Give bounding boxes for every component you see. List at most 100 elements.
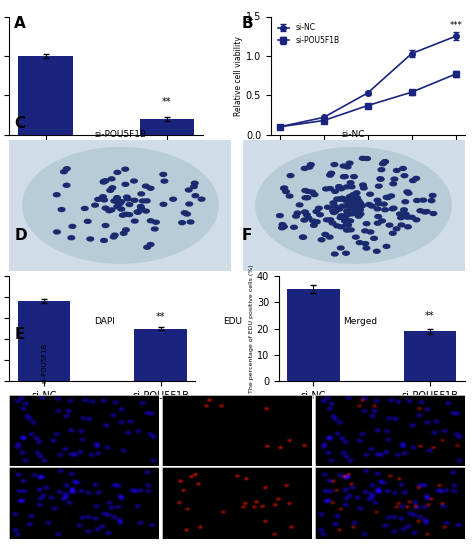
Circle shape bbox=[95, 197, 101, 201]
Circle shape bbox=[357, 208, 364, 212]
Circle shape bbox=[421, 210, 428, 214]
Circle shape bbox=[342, 219, 348, 223]
Circle shape bbox=[325, 205, 331, 209]
Circle shape bbox=[402, 200, 409, 204]
Circle shape bbox=[398, 223, 405, 227]
Circle shape bbox=[363, 222, 370, 225]
Text: si-POU5F1B: si-POU5F1B bbox=[42, 343, 48, 383]
Circle shape bbox=[153, 220, 159, 224]
Circle shape bbox=[356, 241, 363, 245]
Circle shape bbox=[350, 205, 356, 210]
Circle shape bbox=[276, 213, 283, 218]
Circle shape bbox=[114, 199, 121, 203]
Circle shape bbox=[362, 229, 368, 233]
Text: DAPI: DAPI bbox=[94, 317, 115, 326]
Circle shape bbox=[386, 223, 393, 227]
Circle shape bbox=[303, 213, 310, 217]
Circle shape bbox=[400, 167, 406, 170]
Title: si-POU5F1B: si-POU5F1B bbox=[94, 130, 146, 139]
Circle shape bbox=[353, 235, 359, 239]
Circle shape bbox=[110, 235, 117, 239]
Circle shape bbox=[347, 200, 354, 204]
Circle shape bbox=[111, 199, 118, 203]
Text: **: ** bbox=[425, 311, 435, 321]
Circle shape bbox=[383, 195, 390, 199]
Circle shape bbox=[350, 204, 357, 208]
Circle shape bbox=[357, 201, 364, 205]
Circle shape bbox=[296, 203, 303, 207]
Circle shape bbox=[283, 190, 289, 194]
Circle shape bbox=[347, 181, 354, 185]
Text: A: A bbox=[14, 16, 26, 31]
Circle shape bbox=[374, 249, 380, 253]
Circle shape bbox=[401, 208, 407, 212]
Circle shape bbox=[332, 189, 338, 194]
Circle shape bbox=[347, 228, 354, 232]
Circle shape bbox=[339, 204, 346, 208]
Circle shape bbox=[54, 192, 60, 197]
Circle shape bbox=[87, 237, 93, 241]
Circle shape bbox=[122, 183, 129, 186]
Circle shape bbox=[364, 157, 370, 161]
Circle shape bbox=[305, 216, 312, 220]
Circle shape bbox=[381, 202, 387, 206]
Circle shape bbox=[182, 211, 188, 214]
Circle shape bbox=[382, 208, 388, 212]
Circle shape bbox=[109, 186, 116, 190]
Circle shape bbox=[337, 186, 343, 190]
Circle shape bbox=[349, 204, 356, 208]
Circle shape bbox=[357, 201, 364, 206]
Circle shape bbox=[351, 175, 357, 179]
Circle shape bbox=[311, 192, 318, 196]
Circle shape bbox=[64, 167, 70, 170]
Bar bbox=[134, 329, 187, 381]
Circle shape bbox=[375, 202, 382, 206]
Circle shape bbox=[309, 190, 316, 194]
Circle shape bbox=[409, 215, 415, 219]
Circle shape bbox=[308, 163, 314, 167]
Circle shape bbox=[410, 179, 416, 183]
Circle shape bbox=[58, 207, 65, 212]
Circle shape bbox=[114, 170, 121, 174]
Circle shape bbox=[332, 209, 339, 213]
Circle shape bbox=[389, 207, 396, 211]
Circle shape bbox=[306, 165, 313, 169]
Circle shape bbox=[344, 209, 350, 213]
Circle shape bbox=[191, 185, 197, 189]
Circle shape bbox=[281, 186, 287, 190]
Circle shape bbox=[122, 167, 128, 171]
Circle shape bbox=[120, 232, 127, 235]
Circle shape bbox=[119, 213, 126, 217]
Circle shape bbox=[301, 218, 308, 222]
Circle shape bbox=[398, 216, 404, 219]
Circle shape bbox=[134, 210, 141, 214]
Circle shape bbox=[317, 213, 323, 217]
Circle shape bbox=[301, 210, 309, 214]
Circle shape bbox=[356, 211, 362, 214]
Circle shape bbox=[322, 233, 328, 236]
Circle shape bbox=[404, 215, 411, 219]
Circle shape bbox=[350, 193, 356, 197]
Circle shape bbox=[420, 198, 427, 202]
Circle shape bbox=[82, 206, 88, 211]
Circle shape bbox=[359, 156, 366, 160]
Text: Merged: Merged bbox=[343, 317, 377, 326]
Circle shape bbox=[348, 197, 355, 201]
Text: EDU: EDU bbox=[223, 317, 242, 326]
Circle shape bbox=[111, 233, 118, 237]
Circle shape bbox=[291, 226, 297, 229]
Circle shape bbox=[334, 224, 340, 228]
Circle shape bbox=[151, 227, 158, 231]
Circle shape bbox=[160, 202, 167, 206]
Circle shape bbox=[393, 227, 400, 231]
Circle shape bbox=[144, 245, 150, 249]
Circle shape bbox=[124, 195, 130, 199]
Circle shape bbox=[348, 185, 355, 189]
Circle shape bbox=[69, 224, 76, 228]
Circle shape bbox=[138, 192, 145, 196]
Circle shape bbox=[327, 173, 333, 177]
Circle shape bbox=[334, 197, 340, 201]
Circle shape bbox=[102, 179, 109, 183]
Circle shape bbox=[100, 239, 107, 243]
Circle shape bbox=[318, 238, 325, 241]
